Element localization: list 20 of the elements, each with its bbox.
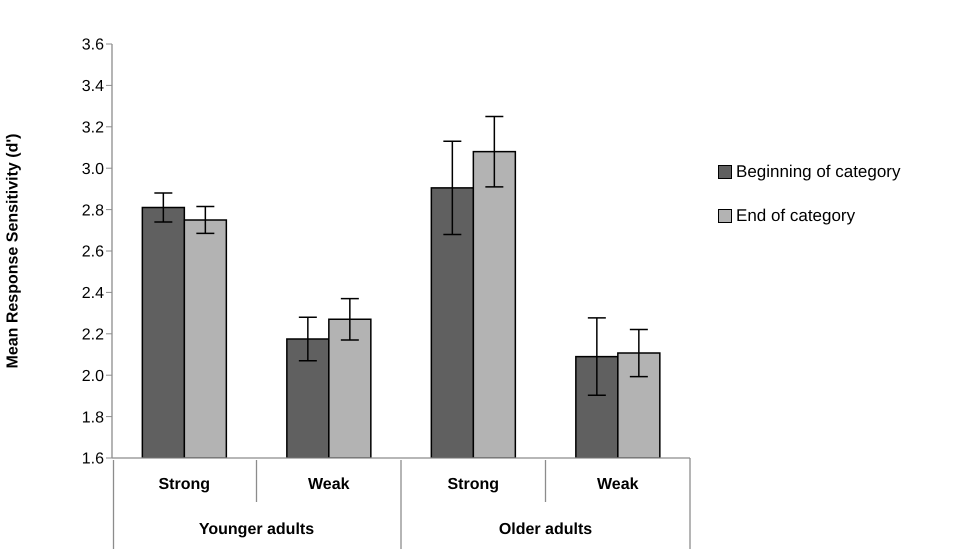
- y-tick-label: 2.0: [82, 368, 104, 385]
- x-tick-label: Strong: [158, 476, 210, 493]
- legend-label: Beginning of category: [736, 162, 900, 182]
- y-tick-label: 3.4: [82, 78, 104, 96]
- y-tick-label: 3.6: [82, 36, 104, 54]
- y-tick-label: 2.6: [82, 244, 104, 261]
- y-tick-label: 2.8: [82, 202, 104, 220]
- legend-label: End of category: [736, 206, 856, 226]
- text: Younger adults: [198, 521, 314, 538]
- y-tick-label: 1.8: [82, 409, 104, 426]
- y-tick-label: 2.4: [82, 285, 104, 302]
- y-tick-label: 1.6: [82, 450, 104, 468]
- x-tick-label: Strong: [447, 476, 500, 493]
- y-tick-label: 3.2: [82, 119, 104, 136]
- x-tick-label: Weak: [596, 476, 639, 493]
- y-axis-title: Mean Response Sensitivity (d'): [4, 134, 22, 368]
- y-tick-label: 2.2: [82, 326, 104, 344]
- x-tick-label: Weak: [308, 476, 350, 493]
- text: Older adults: [498, 521, 592, 538]
- y-tick-label: 3.0: [82, 160, 104, 178]
